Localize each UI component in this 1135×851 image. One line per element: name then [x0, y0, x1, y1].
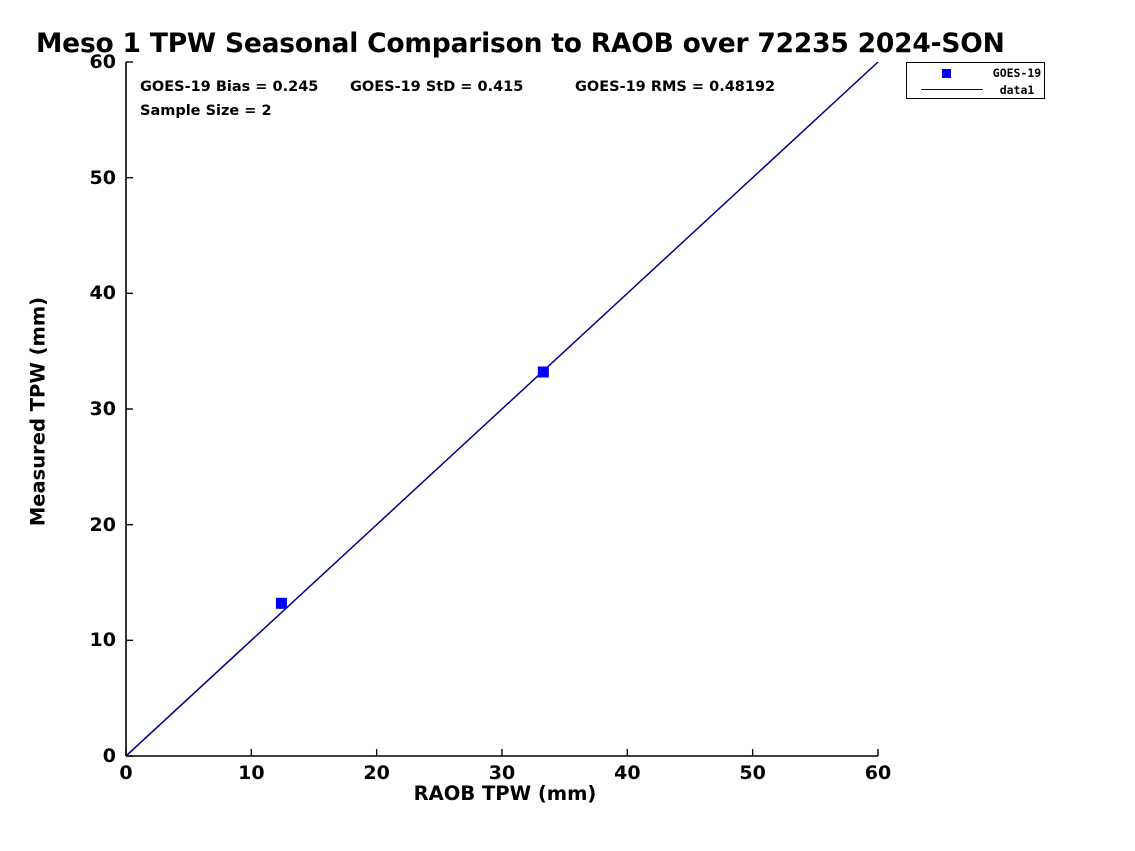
x-tick-label: 20	[363, 762, 390, 784]
legend-item-data1: data1	[907, 81, 1046, 98]
annotation-sample-size: Sample Size = 2	[140, 103, 272, 119]
axis-spines	[125, 62, 878, 757]
page-title: Meso 1 TPW Seasonal Comparison to RAOB o…	[36, 28, 1005, 59]
y-tick-label: 60	[89, 51, 116, 73]
x-tick-label: 0	[119, 762, 133, 784]
legend-item-goes19: GOES-19	[907, 64, 1046, 81]
x-tick-label: 10	[238, 762, 265, 784]
x-axis-label: RAOB TPW (mm)	[413, 782, 597, 805]
x-tick-label: 40	[614, 762, 641, 784]
y-axis-label: Measured TPW (mm)	[26, 296, 50, 527]
y-tick-label: 10	[89, 629, 116, 652]
y-tick-label: 0	[102, 745, 116, 767]
annotation-std: GOES-19 StD = 0.415	[350, 79, 524, 95]
line-segment-icon	[921, 89, 983, 90]
annotation-rms: GOES-19 RMS = 0.48192	[575, 79, 776, 95]
x-tick-label: 30	[488, 762, 516, 784]
legend-line-swatch	[907, 81, 987, 98]
identity-line	[126, 61, 879, 757]
data-points	[275, 366, 549, 609]
legend-marker-swatch	[907, 64, 987, 81]
y-tick-label: 40	[89, 282, 116, 305]
y-tick-label: 20	[89, 513, 116, 536]
legend-label-data1: data1	[999, 83, 1035, 97]
y-tick-label: 30	[89, 398, 116, 420]
x-tick-label: 60	[864, 762, 892, 784]
x-tick-label: 50	[739, 762, 766, 784]
annotation-bias: GOES-19 Bias = 0.245	[140, 79, 319, 95]
square-marker-icon	[942, 69, 951, 78]
chart-legend: GOES-19 data1	[906, 62, 1045, 99]
y-tick-label: 50	[89, 166, 116, 189]
legend-label-goes19: GOES-19	[992, 66, 1042, 80]
